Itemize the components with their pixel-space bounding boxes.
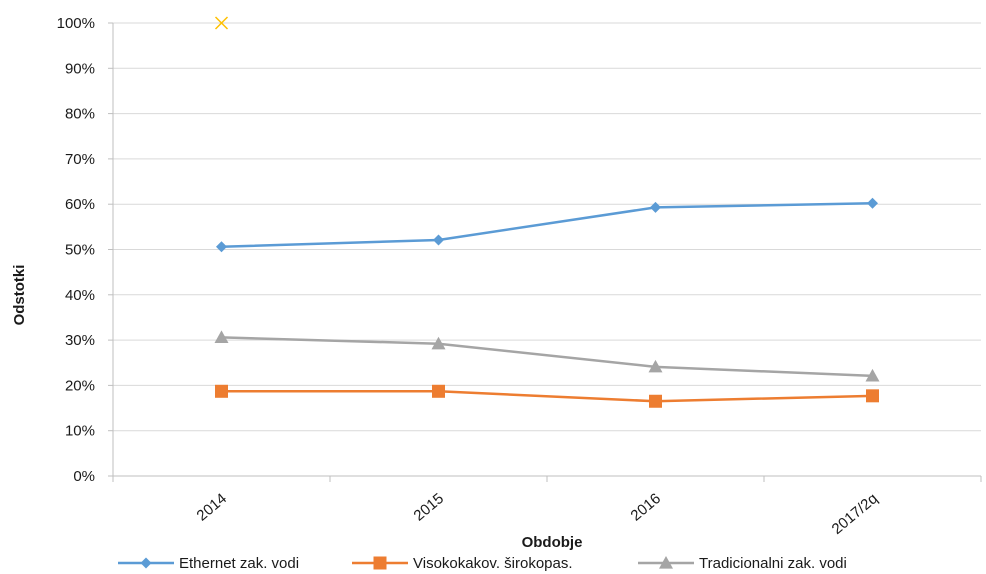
y-tick-label: 0%	[73, 468, 95, 485]
legend-item: Ethernet zak. vodi	[118, 555, 299, 572]
x-tick-label: 2015	[411, 490, 447, 524]
series-lines	[221, 202, 873, 403]
series-line-1	[221, 202, 873, 249]
data-point-1	[216, 241, 227, 253]
series-line-2	[221, 390, 873, 403]
legend-label: Tradicionalni zak. vodi	[699, 555, 847, 572]
y-axis-title: Odstotki	[11, 265, 28, 326]
data-point-1	[433, 234, 444, 246]
data-point-3	[431, 336, 446, 350]
legend-label: Ethernet zak. vodi	[179, 555, 299, 572]
data-point-2	[866, 389, 879, 403]
legend: Ethernet zak. vodi Visokokakov. širokopas…	[118, 555, 847, 572]
gridlines	[113, 22, 981, 432]
y-axis-tick-labels: 0% 10% 20% 30% 40% 50% 60% 70% 80% 90% 100%	[57, 15, 95, 485]
y-tick-label: 30%	[65, 332, 95, 349]
x-tick-label: 2017/2q	[829, 490, 881, 538]
data-point-2	[215, 384, 228, 398]
legend-marker	[373, 556, 387, 570]
y-tick-label: 20%	[65, 377, 95, 394]
data-point-3	[865, 368, 880, 382]
data-point-1	[650, 201, 661, 213]
legend-label: Visokokakov. širokopas.	[413, 555, 573, 572]
y-tick-label: 70%	[65, 151, 95, 168]
series-line-3	[221, 336, 873, 378]
y-tick-label: 50%	[65, 242, 95, 259]
data-point-1	[867, 197, 878, 209]
legend-item: Tradicionalni zak. vodi	[638, 555, 847, 572]
series-markers	[214, 16, 880, 408]
y-tick-label: 80%	[65, 106, 95, 123]
data-point-2	[432, 384, 445, 398]
x-tick-label: 2016	[628, 490, 664, 524]
x-axis-title: Obdobje	[522, 534, 583, 551]
extra-data-point	[214, 16, 229, 30]
legend-marker	[659, 556, 673, 569]
x-axis-tick-labels: 2014 2015 2016 2017/2q	[194, 490, 881, 538]
y-tick-label: 10%	[65, 423, 95, 440]
legend-marker	[140, 557, 152, 569]
y-tick-label: 60%	[65, 196, 95, 213]
y-tick-label: 100%	[57, 15, 95, 32]
y-tick-label: 90%	[65, 60, 95, 77]
legend-item: Visokokakov. širokopas.	[352, 555, 573, 572]
axes	[108, 22, 982, 482]
data-point-2	[649, 394, 662, 408]
y-tick-label: 40%	[65, 287, 95, 304]
data-point-3	[214, 330, 229, 343]
x-tick-label: 2014	[194, 490, 230, 524]
data-point-3	[648, 359, 663, 373]
